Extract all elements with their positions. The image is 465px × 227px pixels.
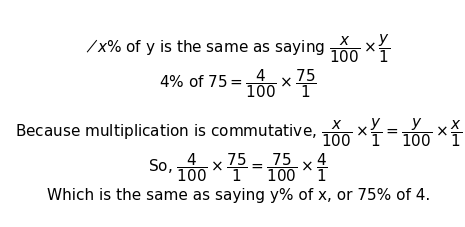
Text: $\not{x}$% of y is the same as saying $\dfrac{x}{100} \times \dfrac{y}{1}$: $\not{x}$% of y is the same as saying $\… bbox=[86, 32, 391, 64]
Text: Because multiplication is commutative, $\dfrac{x}{100} \times \dfrac{y}{1} = \df: Because multiplication is commutative, $… bbox=[14, 116, 462, 148]
Text: $4\%$ of $75 = \dfrac{4}{100} \times \dfrac{75}{1}$: $4\%$ of $75 = \dfrac{4}{100} \times \df… bbox=[159, 67, 317, 99]
Text: Which is the same as saying y% of x, or 75% of 4.: Which is the same as saying y% of x, or … bbox=[46, 188, 430, 202]
Text: So, $\dfrac{4}{100} \times \dfrac{75}{1} = \dfrac{75}{100} \times \dfrac{4}{1}$: So, $\dfrac{4}{100} \times \dfrac{75}{1}… bbox=[148, 151, 328, 183]
